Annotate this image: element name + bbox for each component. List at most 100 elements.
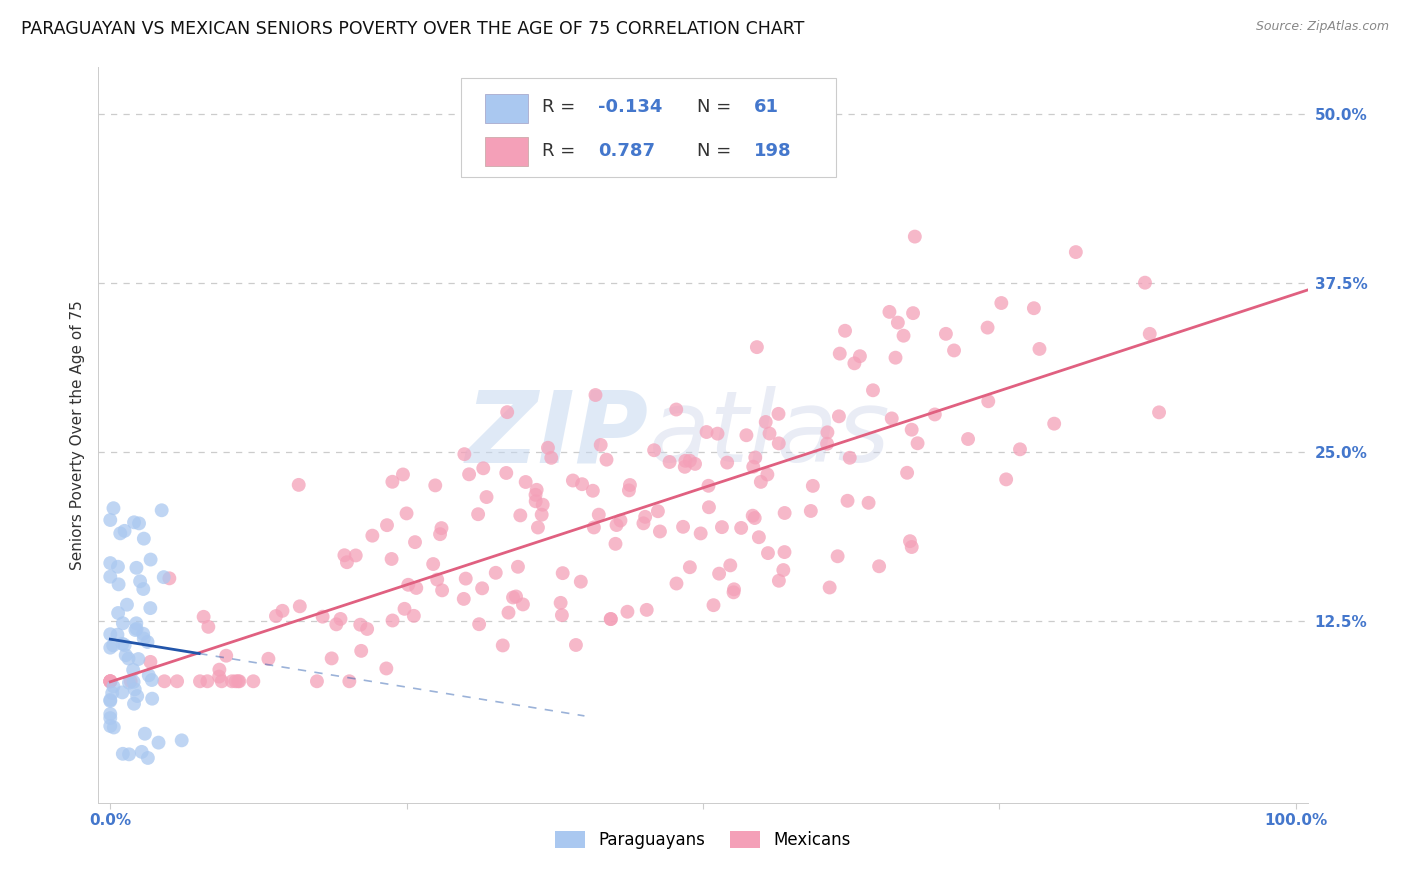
Point — [136, 635, 159, 649]
Text: ZIP: ZIP — [465, 386, 648, 483]
Point — [396, 578, 419, 592]
Point — [107, 628, 129, 642]
Point — [375, 518, 398, 533]
Point — [849, 349, 872, 363]
Point — [735, 428, 758, 442]
Point — [756, 467, 779, 482]
Point — [550, 596, 572, 610]
Point — [98, 627, 121, 641]
Point — [599, 612, 621, 626]
Point — [582, 520, 605, 534]
Point — [935, 326, 957, 341]
Point — [139, 552, 162, 566]
Point — [697, 479, 720, 493]
Point — [118, 747, 141, 762]
Point — [515, 475, 537, 489]
Point — [648, 524, 671, 539]
Point — [257, 652, 280, 666]
Point — [595, 452, 617, 467]
Point — [98, 674, 121, 689]
Point — [599, 612, 621, 626]
Point — [425, 478, 447, 492]
Point — [103, 721, 125, 735]
Point — [356, 622, 378, 636]
Point — [152, 570, 174, 584]
Point — [768, 407, 790, 421]
Text: R =: R = — [543, 98, 581, 116]
Text: PARAGUAYAN VS MEXICAN SENIORS POVERTY OVER THE AGE OF 75 CORRELATION CHART: PARAGUAYAN VS MEXICAN SENIORS POVERTY OV… — [21, 20, 804, 37]
Point — [139, 655, 162, 669]
Point — [858, 496, 880, 510]
Point — [496, 405, 519, 419]
Point — [696, 425, 718, 439]
Point — [122, 663, 145, 677]
Point — [492, 639, 515, 653]
Point — [672, 520, 695, 534]
Point — [107, 606, 129, 620]
Point — [114, 524, 136, 538]
Point — [636, 603, 658, 617]
Point — [585, 388, 607, 402]
Point — [880, 411, 903, 425]
Point — [136, 751, 159, 765]
Point — [893, 328, 915, 343]
Point — [818, 581, 841, 595]
Point — [124, 623, 146, 637]
Point — [565, 638, 588, 652]
Point — [120, 674, 142, 689]
Point — [571, 477, 593, 491]
Point — [430, 521, 453, 535]
Point — [242, 674, 264, 689]
Point — [405, 581, 427, 595]
Point — [758, 426, 780, 441]
Point — [744, 511, 766, 525]
Point — [141, 673, 163, 687]
Point — [98, 640, 121, 655]
Point — [605, 518, 627, 533]
Point — [815, 425, 838, 440]
Point — [395, 507, 418, 521]
Point — [741, 508, 763, 523]
Point — [524, 488, 547, 502]
Point — [742, 459, 765, 474]
Point — [1139, 326, 1161, 341]
Point — [773, 545, 796, 559]
Point — [879, 305, 901, 319]
Point — [208, 669, 231, 683]
Point — [838, 450, 860, 465]
Point — [505, 590, 527, 604]
Point — [884, 351, 907, 365]
Point — [228, 674, 250, 689]
Point — [723, 585, 745, 599]
Point — [844, 356, 866, 370]
Point — [730, 521, 752, 535]
Point — [582, 483, 605, 498]
Point — [110, 526, 132, 541]
Point — [800, 504, 823, 518]
Point — [124, 682, 146, 697]
Point — [609, 514, 631, 528]
Point — [862, 384, 884, 398]
Point — [98, 556, 121, 570]
Point — [756, 546, 779, 560]
Point — [537, 441, 560, 455]
Point — [375, 661, 398, 675]
Point — [617, 483, 640, 498]
Point — [264, 609, 287, 624]
Point — [225, 674, 247, 689]
Point — [506, 559, 529, 574]
Point — [98, 706, 121, 721]
Point — [773, 506, 796, 520]
Point — [132, 532, 155, 546]
Text: Source: ZipAtlas.com: Source: ZipAtlas.com — [1256, 20, 1389, 33]
Point — [122, 674, 145, 689]
Point — [114, 648, 136, 663]
Text: 0.787: 0.787 — [598, 142, 655, 160]
Point — [702, 598, 724, 612]
Point — [127, 652, 149, 666]
Point — [1008, 442, 1031, 457]
Point — [706, 426, 728, 441]
Point — [129, 574, 152, 589]
Point — [744, 450, 766, 465]
Text: N =: N = — [697, 142, 737, 160]
